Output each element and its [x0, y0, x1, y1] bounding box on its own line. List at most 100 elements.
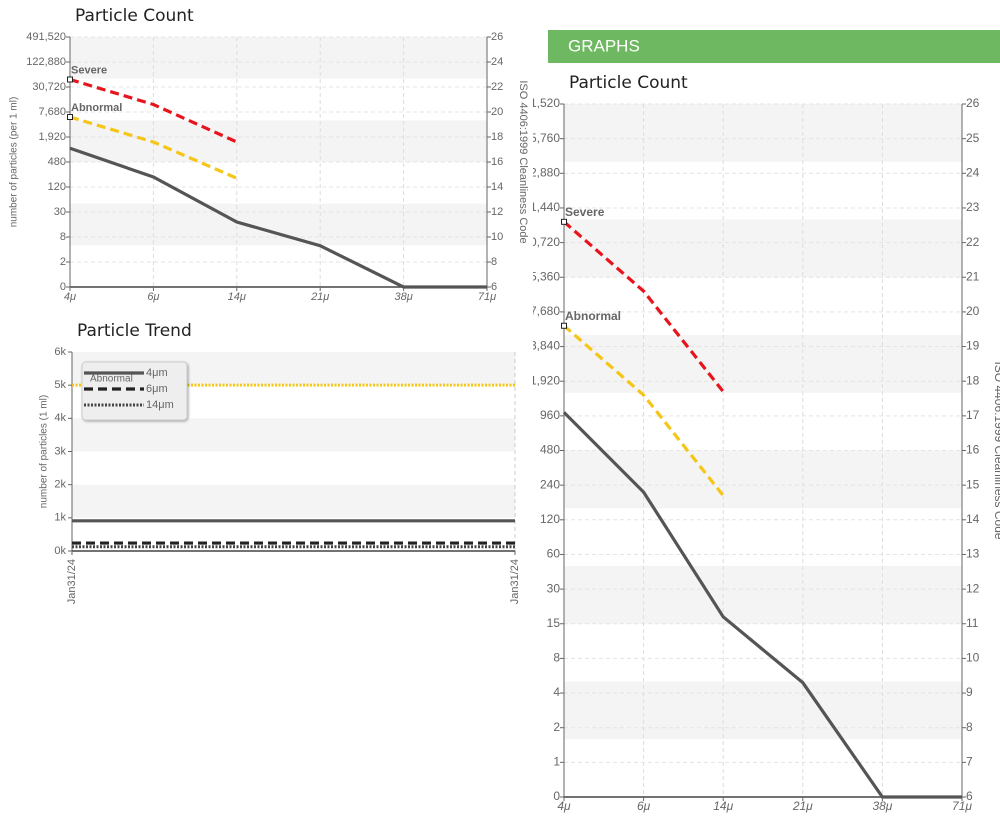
y2-tick-label: 26 — [966, 96, 980, 110]
y-axis-label: number of particles (per 1 ml) — [9, 97, 20, 228]
legend-label: 6μm — [146, 383, 168, 395]
y-tick-label: 60 — [547, 547, 561, 561]
y2-tick-label: 26 — [491, 31, 503, 43]
y-tick-label: 5k — [54, 379, 66, 391]
y-tick-label: 960 — [540, 408, 560, 422]
legend-box — [81, 361, 188, 421]
y2-tick-label: 12 — [491, 206, 503, 218]
y-tick-label: 0 — [60, 281, 66, 293]
series-line — [69, 146, 487, 289]
x-tick-label: 14μ — [713, 799, 733, 813]
band — [564, 104, 962, 162]
y2-axis-label: ISO 4406:1999 Cleanliness Code — [992, 361, 1000, 539]
y2-tick-label: 6 — [491, 281, 497, 293]
y-tick-label: 30,720 — [523, 235, 560, 249]
band — [564, 335, 962, 393]
chart-particle-trend: Particle Trend 0k 1k 2k 3k 4k 5k 6k number of pa… — [39, 321, 521, 604]
legend-label: Abnormal — [90, 374, 133, 385]
y-tick-label: 1k — [54, 512, 66, 524]
y2-tick-label: 8 — [966, 720, 973, 734]
x-tick-label: 21μ — [792, 799, 813, 813]
legend-label: 4μm — [146, 367, 168, 379]
y2-tick-label: 8 — [491, 256, 497, 268]
y-tick-label: 6k — [54, 346, 66, 358]
threshold-marker — [67, 76, 73, 83]
y2-tick-label: 25 — [966, 131, 980, 145]
y-tick-label: 122,880 — [517, 165, 561, 179]
band — [564, 566, 962, 624]
y-tick-label: 491,520 — [26, 31, 66, 43]
y2-tick-label: 16 — [966, 443, 980, 457]
threshold-label: Abnormal — [565, 309, 621, 323]
threshold-marker — [561, 322, 567, 329]
header-text: GRAPHS — [568, 36, 640, 55]
y2-tick-label: 6 — [966, 789, 973, 803]
y2-tick-label: 16 — [491, 156, 503, 168]
y2-tick-label: 21 — [966, 269, 980, 283]
x-tick-label: 38μ — [872, 799, 892, 813]
y2-tick-label: 7 — [966, 755, 973, 769]
threshold-label: Abnormal — [71, 102, 122, 114]
y-tick-label: 4 — [553, 685, 560, 699]
series-line — [69, 115, 238, 180]
y-tick-label: 1,920 — [38, 131, 66, 143]
y-tick-label: 491,520 — [517, 96, 561, 110]
chart-particle-count: Particle Count 6 0 8 2 10 8 12 30 14 120 16 480 18 1,9… — [9, 6, 529, 303]
y-tick-label: 15,360 — [523, 269, 560, 283]
y-tick-label: 61,440 — [523, 200, 560, 214]
series-line — [562, 324, 725, 497]
chart-title: Particle Trend — [77, 321, 192, 341]
y2-tick-label: 14 — [966, 512, 980, 526]
threshold-marker — [561, 218, 567, 225]
band — [564, 450, 962, 509]
x-tick-label: 4μ — [64, 291, 76, 303]
band — [70, 203, 487, 246]
y2-axis-label: ISO 4406:1999 Cleanliness Code — [517, 80, 529, 243]
y-tick-label: 30,720 — [32, 81, 66, 93]
y-tick-label: 240 — [540, 477, 560, 491]
threshold-label: Severe — [565, 205, 605, 219]
y2-tick-label: 13 — [966, 547, 980, 561]
band — [72, 418, 515, 452]
y-tick-label: 120 — [48, 181, 66, 193]
y-tick-label: 8 — [553, 651, 560, 665]
y2-tick-label: 17 — [966, 408, 980, 422]
x-tick-label: Jan31/24 — [66, 559, 78, 604]
chart-title: Particle Count — [75, 6, 194, 26]
y2-tick-label: 24 — [966, 165, 980, 179]
y-axis-label: number of particles (1 ml) — [39, 395, 50, 508]
y-tick-label: 7,680 — [530, 304, 560, 318]
y-tick-label: 480 — [48, 156, 66, 168]
chart-particle-count-large: Particle Count60718294108111512301360141… — [517, 73, 1000, 813]
y-tick-label: 0 — [553, 789, 560, 803]
x-tick-label: 71μ — [478, 291, 496, 303]
y-tick-label: 30 — [547, 581, 561, 595]
y-tick-label: 0k — [54, 545, 66, 557]
threshold-marker — [67, 114, 73, 120]
y-tick-label: 2 — [60, 256, 66, 268]
y2-tick-label: 10 — [491, 231, 503, 243]
x-tick-label: 6μ — [637, 799, 651, 813]
y-tick-label: 3,840 — [530, 339, 560, 353]
y-tick-label: 480 — [540, 443, 560, 457]
y2-tick-label: 15 — [966, 477, 980, 491]
x-tick-label: 6μ — [147, 291, 159, 303]
y2-tick-label: 20 — [491, 106, 503, 118]
series-line — [562, 411, 962, 799]
y-tick-label: 7,680 — [38, 106, 66, 118]
y-tick-label: 8 — [60, 231, 66, 243]
header-bar — [548, 30, 1000, 63]
y2-tick-label: 18 — [491, 131, 503, 143]
y2-tick-label: 19 — [966, 339, 980, 353]
y-tick-label: 30 — [54, 206, 66, 218]
band — [70, 37, 487, 79]
y2-tick-label: 9 — [966, 685, 973, 699]
series-line — [69, 77, 238, 144]
y-tick-label: 1,920 — [530, 373, 560, 387]
x-tick-label: 38μ — [394, 291, 412, 303]
y2-tick-label: 11 — [966, 616, 979, 630]
chart-title: Particle Count — [569, 73, 688, 93]
band — [72, 484, 515, 518]
band — [564, 219, 962, 278]
